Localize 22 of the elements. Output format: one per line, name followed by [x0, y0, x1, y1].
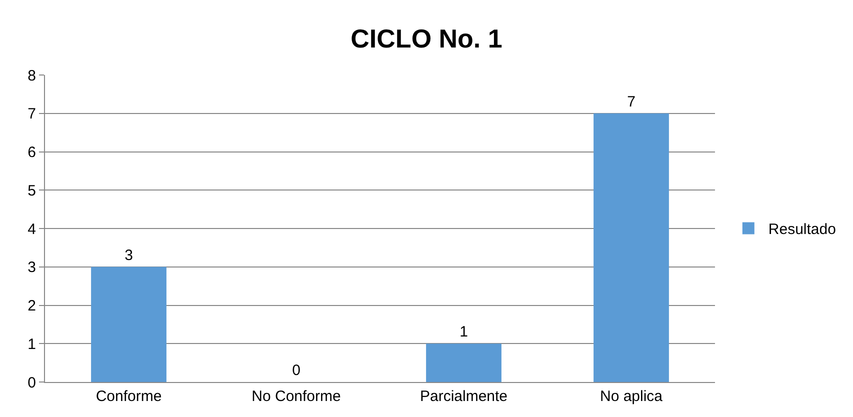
- data-label: 1: [460, 324, 468, 341]
- x-tick-label: Conforme: [96, 388, 162, 405]
- y-tick-label: 0: [28, 374, 36, 392]
- y-tick-label: 8: [28, 67, 36, 84]
- x-tick-label: No aplica: [600, 388, 664, 405]
- x-tick-label: Parcialmente: [420, 388, 508, 405]
- y-tick-label: 4: [28, 220, 36, 238]
- bar: [594, 113, 669, 382]
- bar: [426, 344, 502, 382]
- data-label: 3: [124, 246, 133, 264]
- y-tick-label: 5: [28, 182, 36, 200]
- data-label: 0: [292, 362, 300, 379]
- chart-title: CICLO No. 1: [350, 23, 502, 54]
- y-tick-label: 7: [28, 106, 36, 123]
- bar: [91, 266, 166, 382]
- x-tick-label: No Conforme: [252, 388, 341, 405]
- y-tick-label: 1: [28, 336, 36, 353]
- y-tick-label: 2: [28, 298, 36, 314]
- data-label: 7: [627, 93, 636, 110]
- y-tick-label: 6: [28, 144, 36, 161]
- legend-label: Resultado: [768, 221, 836, 238]
- y-tick-label: 3: [28, 259, 36, 276]
